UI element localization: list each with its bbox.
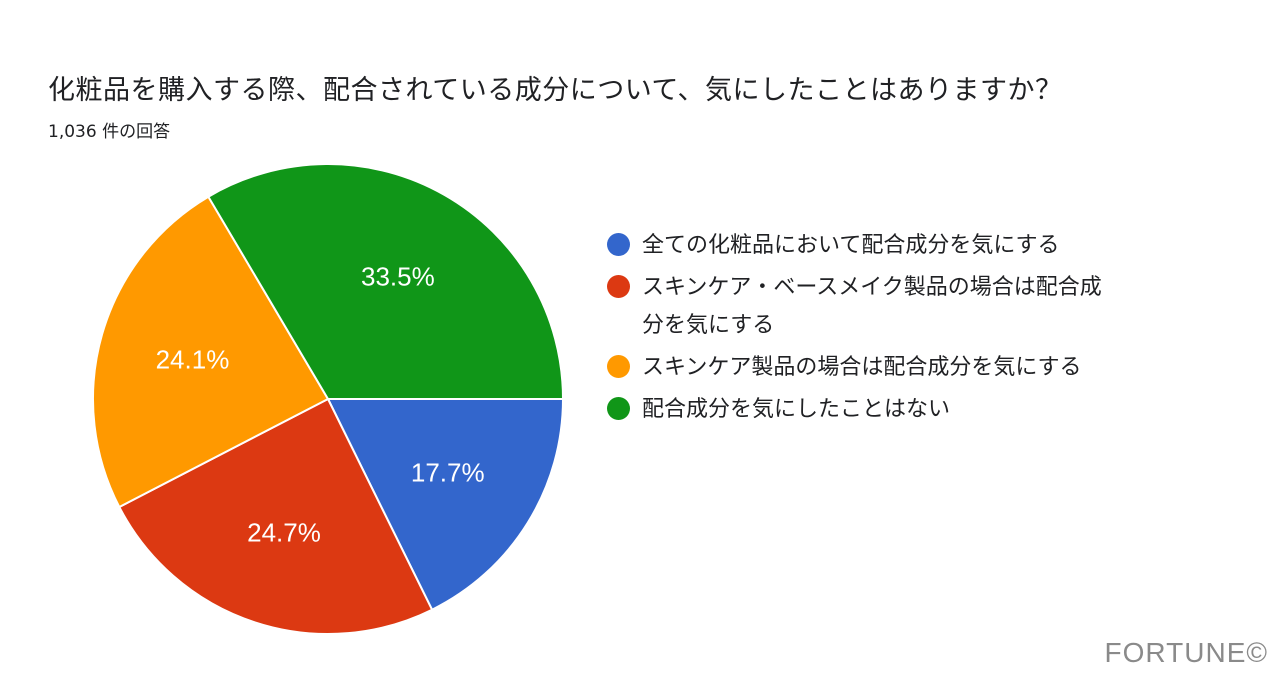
pie-slice[interactable] [117,397,434,635]
legend-label: スキンケア・ベースメイク製品の場合は配合成分を気にする [642,275,1102,338]
legend-dot-icon [607,233,630,256]
legend-label: 配合成分を気にしたことはない [642,397,951,422]
legend-item[interactable]: 全ての化粧品において配合成分を気にする [607,227,1127,265]
pie-slice[interactable] [326,398,565,612]
legend-item[interactable]: スキンケア・ベースメイク製品の場合は配合成分を気にする [607,269,1127,345]
slice-percent-label: 17.7% [410,457,485,488]
legend-label: スキンケア製品の場合は配合成分を気にする [642,355,1082,380]
slice-percent-label: 24.7% [247,517,321,548]
slice-percent-label: 24.1% [155,344,230,375]
legend-item[interactable]: スキンケア製品の場合は配合成分を気にする [607,349,1127,387]
legend-item[interactable]: 配合成分を気にしたことはない [607,391,1127,429]
legend-dot-icon [607,355,630,378]
legend-dot-icon [607,275,630,298]
watermark: FORTUNE© [1104,637,1268,668]
legend: 全ての化粧品において配合成分を気にする スキンケア・ベースメイク製品の場合は配合… [607,227,1127,433]
pie-slice[interactable] [207,163,565,400]
slice-percent-label: 33.5% [360,261,435,292]
response-count: 1,036 件の回答 [48,122,171,142]
legend-dot-icon [607,397,630,420]
legend-label: 全ての化粧品において配合成分を気にする [642,233,1060,258]
chart-title: 化粧品を購入する際、配合されている成分について、気にしたことはありますか？ [48,75,1063,106]
pie-slice[interactable] [92,195,330,509]
